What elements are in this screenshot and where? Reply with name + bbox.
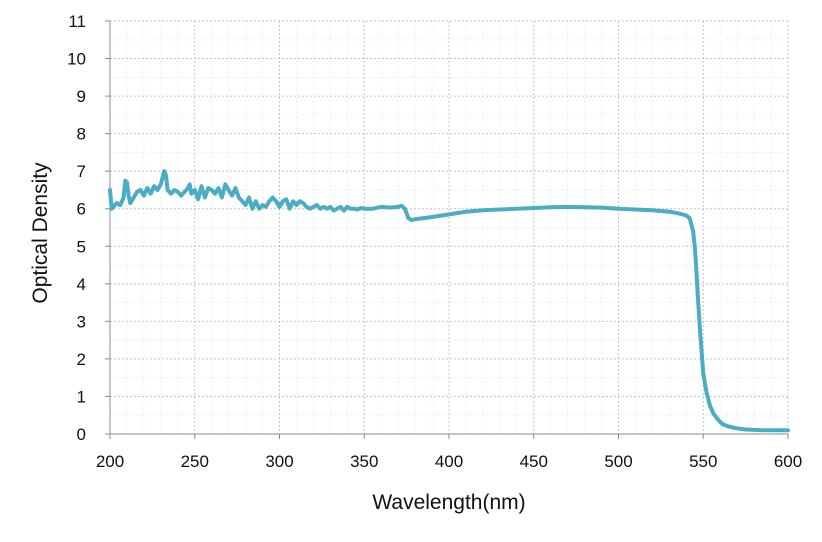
x-tick-label: 500 — [604, 452, 632, 471]
y-tick-label: 9 — [77, 87, 86, 106]
y-tick-label: 7 — [77, 162, 86, 181]
y-tick-label: 8 — [77, 125, 86, 144]
y-tick-label: 0 — [77, 425, 86, 444]
x-tick-label: 200 — [96, 452, 124, 471]
y-axis-title: Optical Density — [29, 162, 52, 304]
series — [108, 169, 790, 433]
x-tick-label: 300 — [265, 452, 293, 471]
y-tick-label: 3 — [77, 312, 86, 331]
y-tick-label: 5 — [77, 237, 86, 256]
y-tick-label: 1 — [77, 387, 86, 406]
x-tick-label: 450 — [520, 452, 548, 471]
x-tick-label: 400 — [435, 452, 463, 471]
x-tick-label: 250 — [181, 452, 209, 471]
y-tick-label: 4 — [77, 275, 86, 294]
axes — [105, 20, 789, 439]
y-tick-label: 11 — [68, 12, 86, 31]
y-tick-label: 6 — [77, 200, 86, 219]
x-tick-label: 350 — [350, 452, 378, 471]
grid — [109, 20, 789, 434]
x-axis-title: Wavelength(nm) — [372, 491, 525, 514]
x-tick-label: 600 — [774, 452, 802, 471]
series-line — [108, 169, 790, 433]
y-tick-label: 10 — [67, 50, 86, 69]
x-tick-label: 550 — [689, 452, 717, 471]
tick-labels: 200 250 300 350 400 450 500 550 600 0 1 2 3 4 5 6 7 8 9 10 1… — [67, 12, 802, 471]
y-tick-label: 2 — [77, 350, 86, 369]
